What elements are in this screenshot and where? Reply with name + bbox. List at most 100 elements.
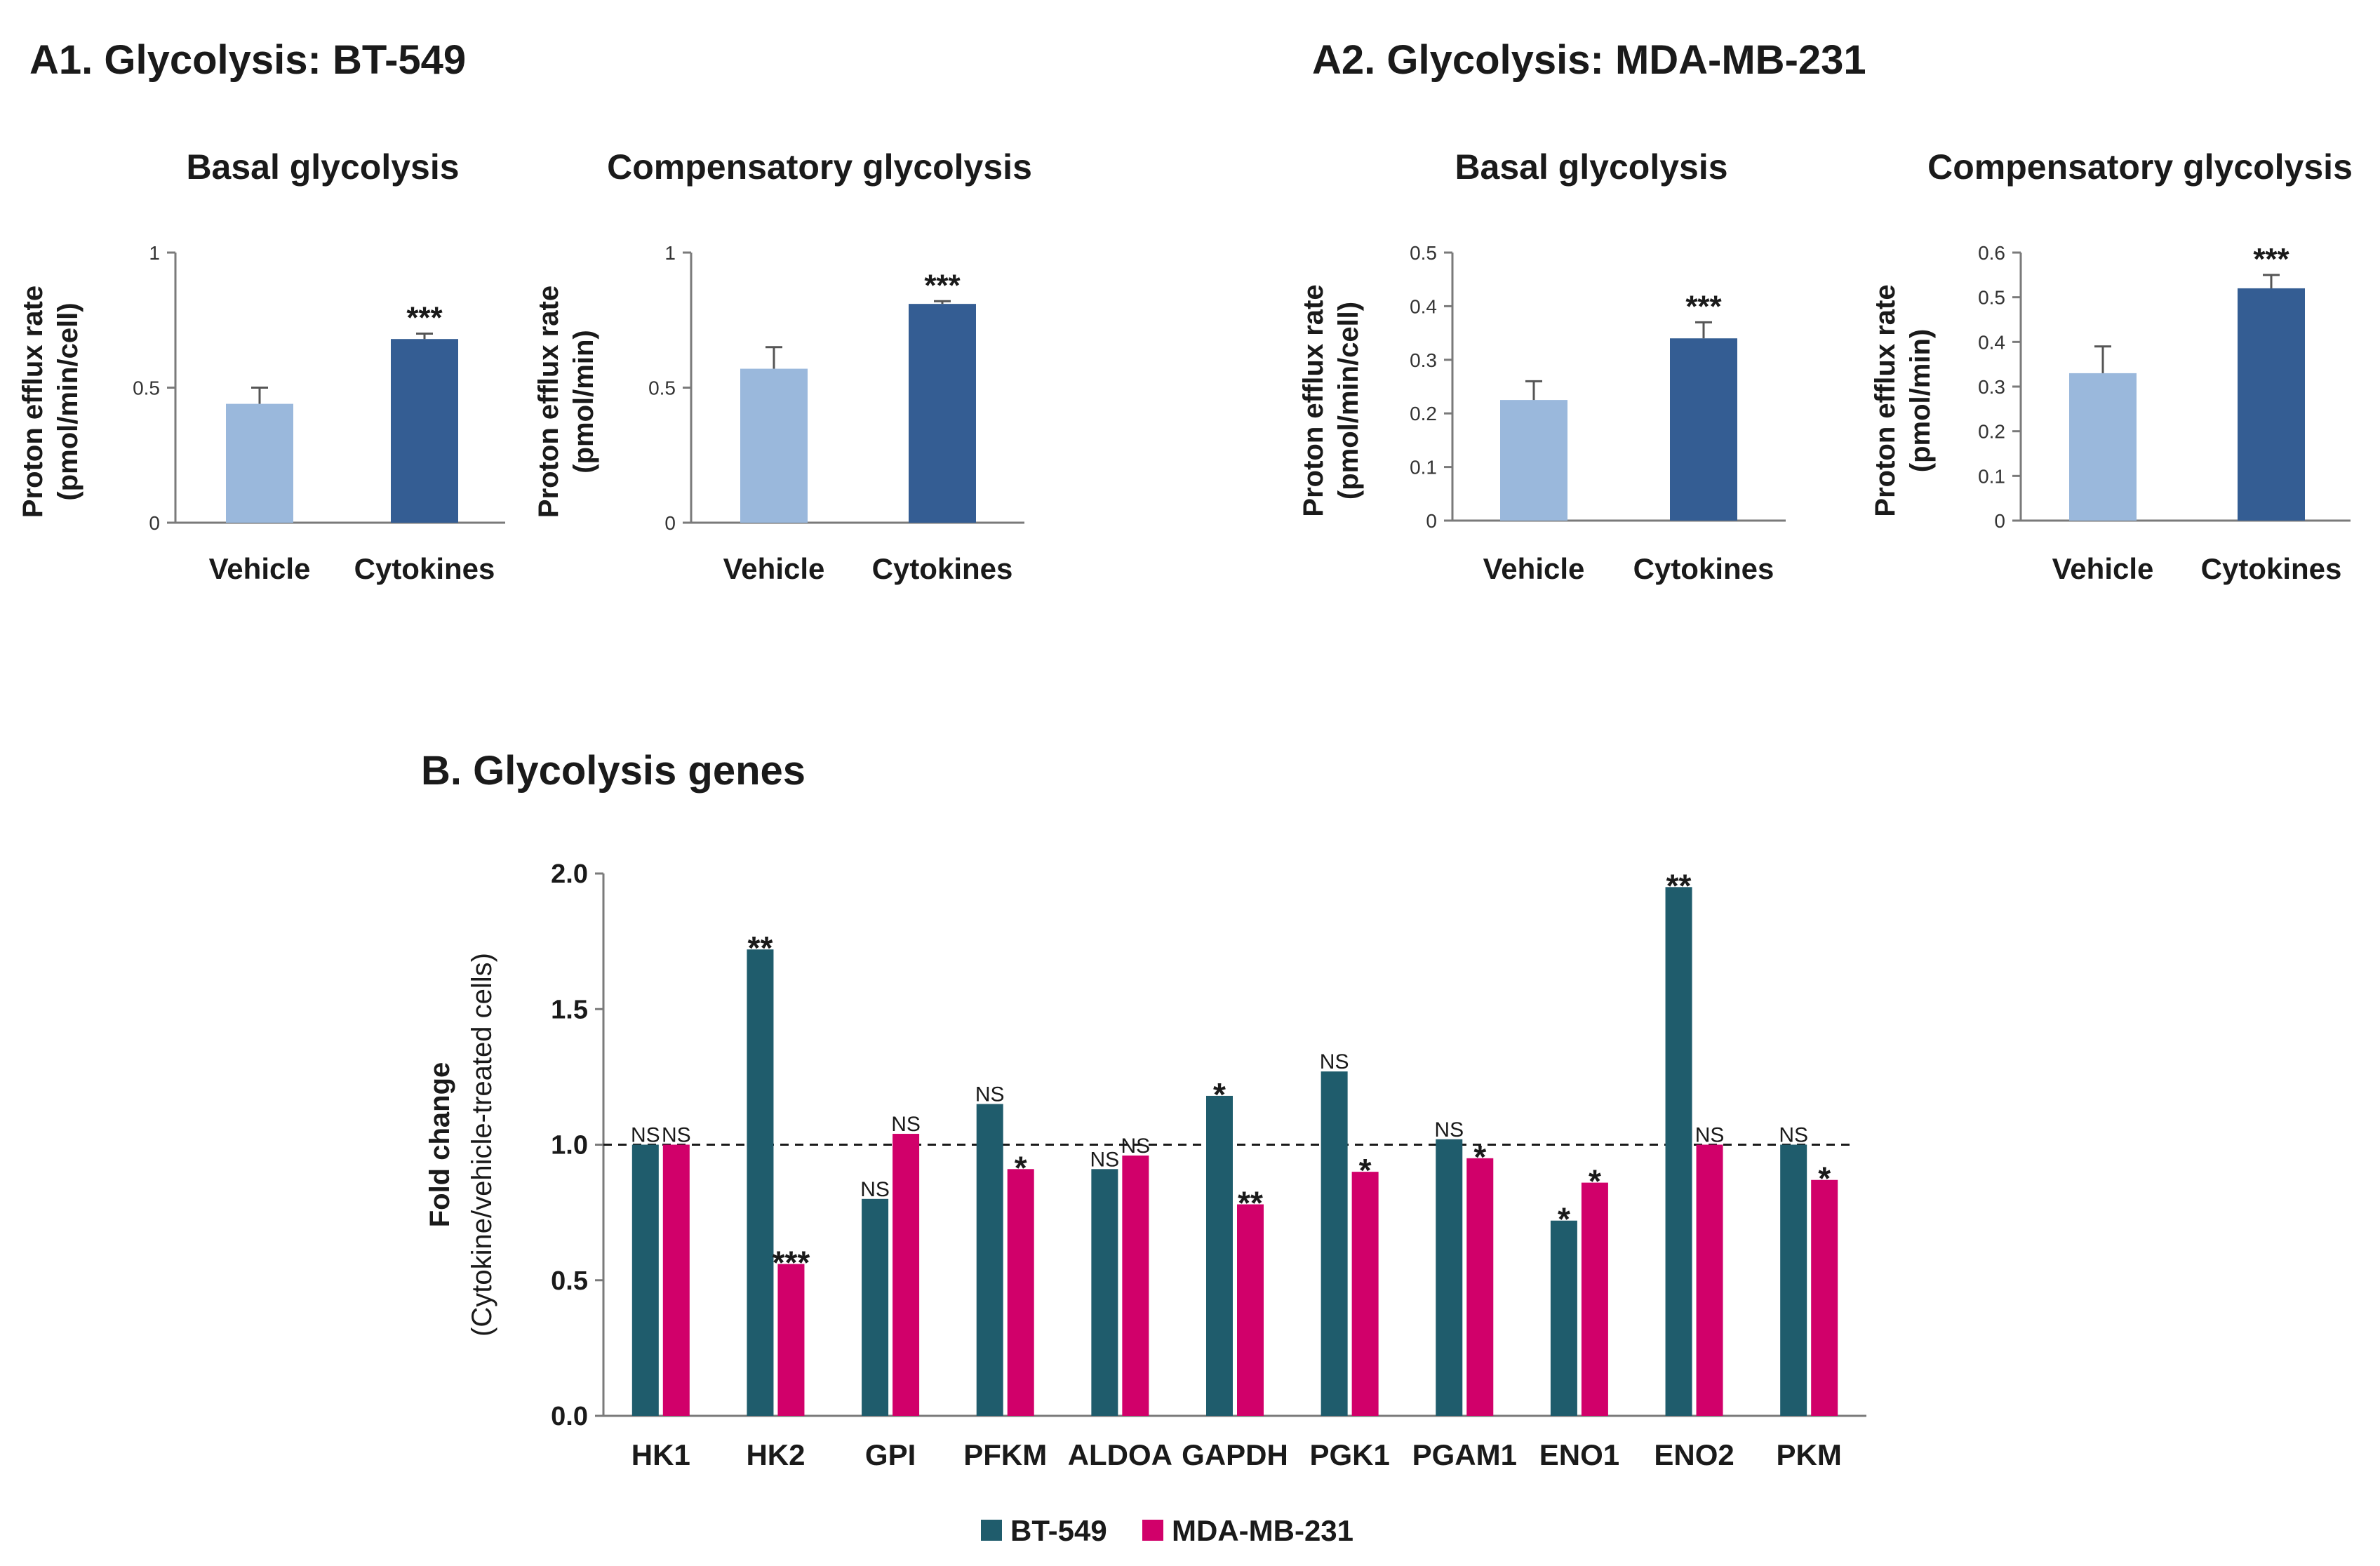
- significance-label: ***: [2253, 242, 2289, 276]
- y-tick-label: 0.1: [1410, 457, 1437, 479]
- y-axis-label: Fold change: [424, 1062, 455, 1228]
- x-category-label: Vehicle: [1483, 552, 1585, 585]
- legend-label-bt549: BT-549: [1010, 1514, 1107, 1547]
- chart-a1-compensatory: Compensatory glycolysis Proton efflux rat…: [533, 147, 1032, 585]
- bar-mda-mb-231-hk2: [777, 1264, 805, 1416]
- significance-label: **: [1666, 867, 1692, 904]
- y-tick-label: 0.5: [133, 377, 160, 399]
- y-tick-label: 1: [149, 242, 160, 264]
- panel-title-a2: A2. Glycolysis: MDA-MB-231: [1312, 37, 1866, 83]
- x-category-label: GAPDH: [1182, 1438, 1288, 1471]
- bar-mda-mb-231-hk1: [662, 1144, 690, 1416]
- chart-title: Compensatory glycolysis: [1927, 147, 2353, 187]
- chart-title: Basal glycolysis: [1455, 147, 1727, 187]
- y-tick-label: 0.5: [551, 1266, 588, 1296]
- x-category-label: HK1: [631, 1438, 690, 1471]
- x-category-label: Cytokines: [872, 552, 1013, 585]
- bar-bt-549-eno2: [1665, 887, 1692, 1416]
- x-category-label: PFKM: [963, 1438, 1047, 1471]
- significance-label: NS: [975, 1083, 1005, 1106]
- y-tick-label: 1.0: [551, 1131, 588, 1160]
- bar-mda-mb-231-aldoa: [1122, 1155, 1149, 1416]
- y-axis-label: Proton efflux rate: [1298, 284, 1329, 516]
- significance-label: **: [748, 930, 773, 966]
- significance-label: *: [1213, 1076, 1226, 1113]
- bar-vehicle: [226, 403, 293, 523]
- y-tick-label: 0.0: [551, 1402, 588, 1431]
- chart-title: Compensatory glycolysis: [607, 147, 1032, 187]
- x-category-label: HK2: [746, 1438, 805, 1471]
- y-axis-label: Proton efflux rate: [1870, 284, 1901, 516]
- x-category-label: ENO2: [1654, 1438, 1734, 1471]
- bar-bt-549-pfkm: [976, 1104, 1003, 1416]
- significance-label: NS: [1695, 1124, 1725, 1147]
- significance-label: *: [1015, 1149, 1027, 1186]
- bar-vehicle: [740, 368, 808, 523]
- y-tick-label: 2.0: [551, 859, 588, 889]
- x-category-label: GPI: [865, 1438, 916, 1471]
- significance-label: *: [1359, 1152, 1372, 1189]
- bar-bt-549-hk1: [631, 1144, 659, 1416]
- y-tick-label: 0.2: [1978, 421, 2005, 443]
- chart-b-glycolysis-genes: Fold change (Cytokine/vehicle-treated cel…: [424, 859, 1866, 1547]
- significance-label: NS: [662, 1124, 691, 1147]
- significance-label: NS: [1121, 1135, 1151, 1158]
- significance-label: *: [1589, 1163, 1601, 1200]
- y-tick-label: 0.5: [1410, 242, 1437, 264]
- y-tick-label: 1: [664, 242, 676, 264]
- y-tick-label: 0.5: [1978, 287, 2005, 309]
- y-tick-label: 0.6: [1978, 242, 2005, 264]
- y-axis-unit-label: (Cytokine/vehicle-treated cells): [467, 953, 497, 1337]
- y-tick-label: 0.4: [1410, 295, 1437, 317]
- chart-title: Basal glycolysis: [186, 147, 459, 187]
- x-category-label: ENO1: [1539, 1438, 1619, 1471]
- bar-cytokines: [1670, 338, 1737, 521]
- legend-swatch-mda: [1142, 1520, 1163, 1541]
- bar-bt-549-gapdh: [1206, 1095, 1233, 1416]
- y-axis-label: Proton efflux rate: [533, 286, 564, 518]
- chart-a1-basal: Basal glycolysis Proton efflux rate (pmol/…: [18, 147, 505, 585]
- x-category-label: Cytokines: [1633, 552, 1774, 585]
- x-category-label: Cytokines: [354, 552, 495, 585]
- significance-label: NS: [1320, 1050, 1349, 1073]
- significance-label: NS: [1779, 1124, 1808, 1147]
- significance-label: *: [1473, 1139, 1486, 1175]
- significance-label: NS: [860, 1178, 890, 1201]
- bar-mda-mb-231-eno1: [1581, 1182, 1608, 1416]
- y-tick-label: 0: [149, 512, 160, 534]
- significance-label: NS: [1090, 1148, 1120, 1171]
- chart-a2-compensatory: Compensatory glycolysis Proton efflux rat…: [1870, 147, 2353, 585]
- bar-mda-mb-231-pkm: [1811, 1179, 1838, 1416]
- x-category-label: PKM: [1777, 1438, 1842, 1471]
- bar-mda-mb-231-pgam1: [1466, 1158, 1494, 1416]
- bar-mda-mb-231-pgk1: [1351, 1172, 1379, 1416]
- significance-label: **: [1238, 1185, 1263, 1222]
- y-tick-label: 0.2: [1410, 403, 1437, 424]
- y-axis-unit-label: (pmol/min): [568, 330, 599, 473]
- bar-bt-549-pkm: [1780, 1144, 1807, 1416]
- y-axis-unit-label: (pmol/min/cell): [53, 302, 83, 500]
- bar-bt-549-eno1: [1550, 1220, 1577, 1416]
- bar-vehicle: [2069, 373, 2137, 521]
- significance-label: *: [1818, 1160, 1831, 1197]
- y-tick-label: 0.1: [1978, 465, 2005, 487]
- legend: BT-549 MDA-MB-231: [981, 1514, 1353, 1547]
- significance-label: ***: [924, 268, 961, 302]
- bar-bt-549-pgam1: [1436, 1139, 1463, 1416]
- panel-title-a1: A1. Glycolysis: BT-549: [29, 37, 466, 83]
- y-tick-label: 0.3: [1410, 349, 1437, 371]
- legend-label-mda: MDA-MB-231: [1172, 1514, 1353, 1547]
- x-category-label: Vehicle: [723, 552, 825, 585]
- y-tick-label: 0.3: [1978, 376, 2005, 398]
- y-tick-label: 0.4: [1978, 331, 2005, 353]
- bar-cytokines: [909, 304, 976, 523]
- x-category-label: PGK1: [1309, 1438, 1389, 1471]
- bar-mda-mb-231-eno2: [1696, 1144, 1723, 1416]
- y-tick-label: 0.5: [648, 377, 676, 399]
- significance-label: ***: [406, 301, 443, 335]
- significance-label: NS: [631, 1124, 660, 1147]
- significance-label: NS: [1434, 1118, 1464, 1142]
- bar-bt-549-pgk1: [1321, 1071, 1348, 1416]
- y-axis-unit-label: (pmol/min): [1905, 329, 1936, 472]
